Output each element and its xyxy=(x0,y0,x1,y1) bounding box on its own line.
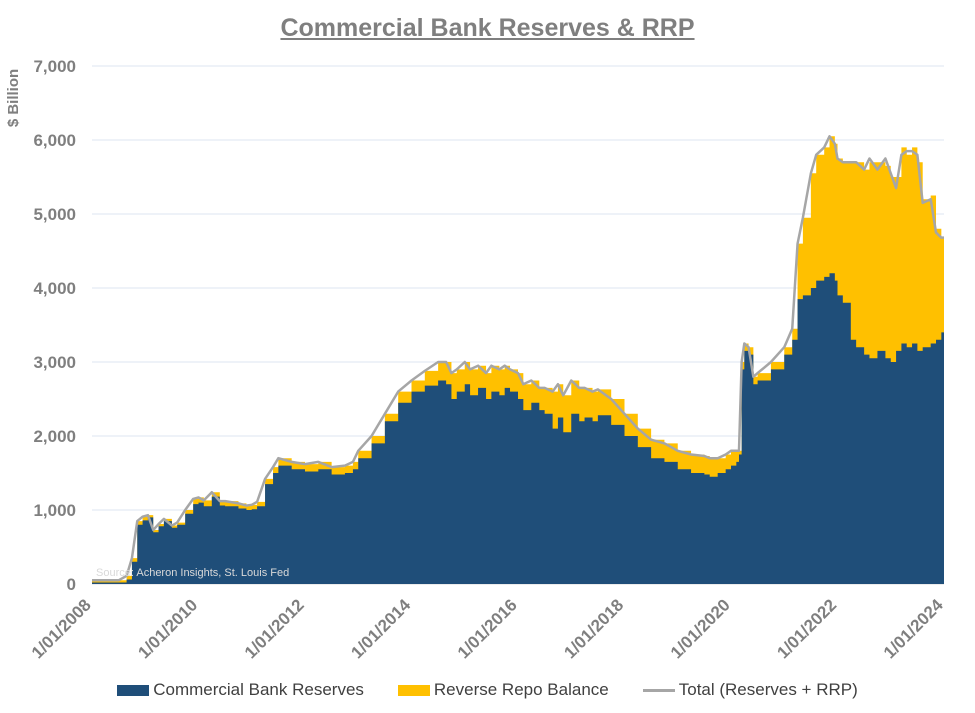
legend-label-reserves: Commercial Bank Reserves xyxy=(153,680,364,699)
x-tick-label: 1/01/2008 xyxy=(28,595,95,662)
y-tick-label: 3,000 xyxy=(33,353,76,372)
legend-label-rrp: Reverse Repo Balance xyxy=(433,680,609,699)
x-tick-label: 1/01/2022 xyxy=(773,595,840,662)
chart-svg: 0 1,000 2,000 3,000 4,000 5,000 6,000 7,000 1/0… xyxy=(5,57,947,662)
legend-swatch-reserves xyxy=(117,684,150,696)
legend-item-reserves: Commercial Bank Reserves xyxy=(117,680,364,700)
legend: Commercial Bank Reserves Reverse Repo Ba… xyxy=(0,680,975,700)
legend-item-total: Total (Reserves + RRP) xyxy=(642,680,858,700)
x-tick-label: 1/01/2020 xyxy=(667,595,734,662)
legend-label-total: Total (Reserves + RRP) xyxy=(678,680,858,699)
y-tick-label: 2,000 xyxy=(33,427,76,446)
source-note: Source: Acheron Insights, St. Louis Fed xyxy=(96,567,289,579)
y-tick-label: 5,000 xyxy=(33,205,76,224)
y-axis-label: $ Billion xyxy=(5,69,22,127)
x-tick-label: 1/01/2024 xyxy=(880,595,947,662)
y-tick-label: 1,000 xyxy=(33,501,76,520)
legend-swatch-rrp xyxy=(397,684,430,696)
reserves-area xyxy=(92,273,944,584)
legend-swatch-total xyxy=(642,688,675,692)
legend-item-rrp: Reverse Repo Balance xyxy=(397,680,609,700)
plot-areas xyxy=(92,135,944,585)
y-tick-label: 4,000 xyxy=(33,279,76,298)
y-axis-ticks: 0 1,000 2,000 3,000 4,000 5,000 6,000 7,000 xyxy=(33,57,76,594)
chart-title: Commercial Bank Reserves & RRP xyxy=(280,14,695,42)
total-line xyxy=(92,135,944,582)
x-tick-label: 1/01/2018 xyxy=(560,595,627,662)
y-tick-label: 7,000 xyxy=(33,57,76,76)
x-tick-label: 1/01/2012 xyxy=(241,595,308,662)
x-tick-label: 1/01/2010 xyxy=(134,595,201,662)
y-tick-label: 0 xyxy=(67,575,76,594)
x-tick-label: 1/01/2014 xyxy=(347,595,414,662)
x-axis-ticks: 1/01/2008 1/01/2010 1/01/2012 1/01/2014 1/01… xyxy=(28,595,947,662)
y-tick-label: 6,000 xyxy=(33,131,76,150)
x-tick-label: 1/01/2016 xyxy=(454,595,521,662)
